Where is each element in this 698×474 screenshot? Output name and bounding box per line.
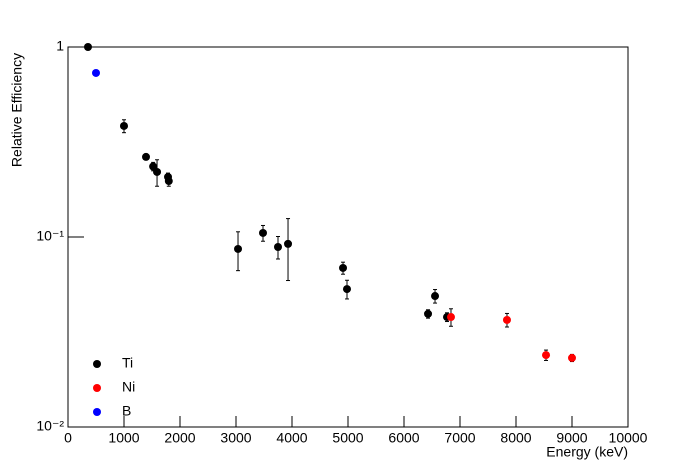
legend-marker bbox=[93, 408, 101, 416]
point bbox=[234, 244, 243, 253]
x-tick-label: 5000 bbox=[332, 430, 363, 446]
x-tick-label: 3000 bbox=[220, 430, 251, 446]
x-tick-label: 4000 bbox=[276, 430, 307, 446]
y-axis-label: Relative Efficiency bbox=[9, 53, 25, 167]
point bbox=[258, 228, 267, 237]
point bbox=[502, 315, 511, 324]
legend-label: Ti bbox=[122, 355, 133, 371]
point bbox=[164, 177, 173, 186]
x-tick-label: 9000 bbox=[556, 430, 587, 446]
point bbox=[284, 239, 293, 248]
x-tick-label: 7000 bbox=[444, 430, 475, 446]
point bbox=[153, 167, 162, 176]
legend-label: Ni bbox=[122, 379, 135, 395]
point bbox=[120, 121, 128, 130]
x-tick-label: 0 bbox=[64, 430, 72, 446]
legend-marker bbox=[93, 384, 101, 392]
y-tick-label: 10⁻¹ bbox=[36, 228, 64, 244]
point bbox=[339, 263, 348, 272]
x-tick-label: 1000 bbox=[108, 430, 139, 446]
x-tick-label: 10000 bbox=[609, 430, 648, 446]
point bbox=[342, 285, 351, 294]
legend-label: B bbox=[122, 403, 131, 419]
legend-marker bbox=[93, 360, 101, 368]
point bbox=[142, 152, 151, 161]
point bbox=[568, 353, 576, 362]
point bbox=[542, 351, 551, 360]
point bbox=[83, 43, 92, 51]
point bbox=[92, 68, 100, 77]
point bbox=[274, 242, 282, 251]
x-tick-label: 8000 bbox=[500, 430, 531, 446]
x-tick-label: 6000 bbox=[388, 430, 419, 446]
point bbox=[424, 309, 433, 318]
y-tick-label: 10⁻² bbox=[36, 418, 64, 434]
y-tick-label: 1 bbox=[56, 38, 64, 54]
plot-frame bbox=[67, 46, 629, 428]
point bbox=[431, 292, 440, 301]
x-tick-label: 2000 bbox=[164, 430, 195, 446]
x-axis-label: Energy (keV) bbox=[546, 444, 628, 460]
point bbox=[446, 313, 455, 322]
